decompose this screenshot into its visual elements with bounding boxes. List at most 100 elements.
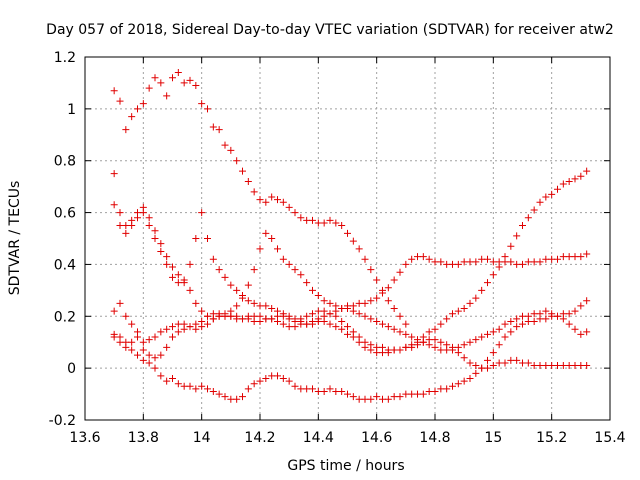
- data-point: [414, 336, 421, 344]
- data-point: [565, 310, 573, 318]
- data-point: [460, 377, 468, 385]
- data-point: [215, 390, 223, 398]
- data-point: [279, 255, 287, 263]
- data-point: [443, 385, 451, 393]
- data-point: [349, 237, 357, 245]
- y-tick-label: 0.4: [54, 257, 76, 273]
- data-point: [484, 255, 491, 263]
- data-point: [291, 209, 299, 217]
- data-point: [361, 255, 369, 263]
- data-point: [151, 227, 159, 235]
- data-point: [244, 312, 252, 320]
- data-point: [489, 362, 497, 370]
- data-point: [495, 341, 503, 349]
- data-point: [583, 297, 591, 305]
- data-point: [466, 338, 474, 346]
- data-point: [548, 190, 556, 198]
- data-point: [571, 307, 579, 315]
- data-point: [192, 82, 200, 90]
- data-point: [274, 317, 281, 325]
- data-point: [320, 219, 328, 227]
- data-point: [198, 209, 206, 217]
- data-point: [291, 382, 299, 390]
- data-point: [524, 258, 532, 266]
- data-point: [507, 258, 515, 266]
- data-point: [244, 385, 252, 393]
- data-point: [472, 336, 480, 344]
- data-point: [384, 297, 392, 305]
- y-tick-label: 1.2: [54, 50, 76, 66]
- data-point: [186, 260, 194, 268]
- x-tick-label: 14.2: [244, 430, 275, 446]
- data-point: [542, 315, 550, 323]
- data-point: [379, 320, 386, 328]
- data-point: [303, 312, 311, 320]
- data-point: [565, 320, 573, 328]
- data-point: [454, 260, 462, 268]
- data-point: [180, 279, 188, 287]
- x-tick-label: 15.2: [536, 430, 567, 446]
- data-point: [396, 312, 404, 320]
- x-tick-label: 13.8: [128, 430, 159, 446]
- data-point: [472, 362, 480, 370]
- data-point: [402, 390, 410, 398]
- data-point: [314, 387, 322, 395]
- data-point: [186, 76, 194, 84]
- data-point: [139, 100, 147, 108]
- data-point: [169, 74, 176, 82]
- data-point: [513, 323, 521, 331]
- data-point: [419, 390, 427, 398]
- data-point: [460, 341, 468, 349]
- data-point: [314, 219, 322, 227]
- data-point: [507, 242, 515, 250]
- data-point: [367, 266, 375, 274]
- data-point: [571, 325, 579, 333]
- data-point: [227, 395, 235, 403]
- series-track-1: [110, 69, 410, 328]
- data-point: [559, 362, 567, 370]
- data-point: [344, 330, 351, 338]
- data-point: [262, 375, 270, 383]
- data-point: [227, 146, 235, 154]
- data-point: [204, 312, 211, 320]
- data-point: [320, 307, 328, 315]
- data-point: [157, 240, 165, 248]
- data-point: [192, 320, 200, 328]
- data-point: [233, 395, 241, 403]
- data-point: [285, 203, 293, 211]
- data-point: [174, 69, 182, 77]
- data-point: [431, 325, 439, 333]
- data-point: [256, 196, 264, 204]
- data-point: [454, 307, 462, 315]
- grid-lines: [85, 57, 610, 420]
- data-point: [204, 105, 211, 113]
- data-point: [326, 385, 334, 393]
- data-point: [495, 325, 503, 333]
- data-point: [122, 312, 130, 320]
- x-tick-label: 14: [193, 430, 211, 446]
- data-point: [268, 305, 276, 313]
- data-point: [174, 279, 182, 287]
- data-point: [268, 235, 276, 242]
- data-point: [513, 232, 521, 240]
- data-point: [320, 297, 328, 305]
- data-point: [209, 123, 217, 131]
- data-point: [344, 229, 351, 237]
- data-point: [163, 253, 171, 261]
- data-point: [174, 328, 182, 336]
- data-point: [314, 317, 322, 325]
- data-point: [116, 209, 124, 217]
- data-point: [314, 292, 322, 300]
- data-point: [390, 305, 398, 313]
- data-point: [384, 346, 392, 354]
- data-point: [233, 157, 241, 165]
- data-point: [536, 258, 544, 266]
- data-point: [583, 328, 591, 336]
- data-point: [221, 310, 229, 318]
- data-point: [460, 305, 468, 313]
- data-point: [239, 167, 246, 175]
- data-point: [163, 377, 171, 385]
- data-point: [583, 362, 591, 370]
- series-track-6: [110, 297, 591, 403]
